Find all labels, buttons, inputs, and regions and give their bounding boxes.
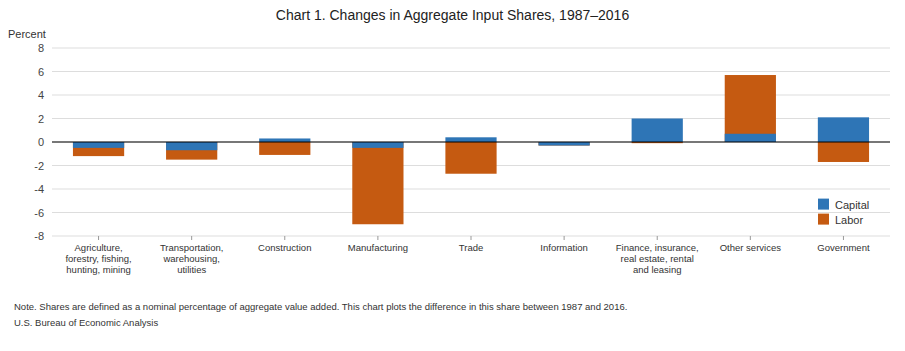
grid-line [52, 189, 890, 190]
legend: Capital Labor [818, 199, 869, 226]
grid-line [52, 212, 890, 213]
x-tick [564, 236, 565, 240]
y-tick-label: -4 [34, 183, 44, 195]
x-tick-label: Trade [459, 242, 483, 253]
bar [818, 142, 869, 162]
x-tick [471, 236, 472, 240]
legend-label: Labor [835, 214, 863, 226]
legend-label: Capital [835, 199, 869, 211]
x-tick-label: Manufacturing [348, 242, 408, 253]
x-tick [191, 236, 192, 240]
legend-swatch [818, 214, 829, 225]
y-tick-label: 8 [38, 42, 44, 54]
series [73, 117, 869, 150]
x-tick [657, 236, 658, 240]
y-tick-label: -2 [34, 160, 44, 172]
bar [73, 142, 124, 156]
y-label: Percent [8, 28, 46, 40]
y-tick-label: 0 [38, 136, 44, 148]
x-tick-label: Information [540, 242, 588, 253]
series [73, 75, 869, 224]
bar [166, 142, 217, 160]
x-tick [750, 236, 751, 240]
y-tick-label: 4 [38, 89, 44, 101]
bar [352, 142, 403, 224]
bar [352, 142, 403, 148]
annotation: U.S. Bureau of Economic Analysis [14, 317, 158, 328]
grid [52, 48, 890, 236]
title: Chart 1. Changes in Aggregate Input Shar… [276, 7, 630, 23]
zero-line [52, 141, 890, 142]
x-tick [377, 236, 378, 240]
bar [445, 137, 496, 142]
annotation: Note. Shares are defined as a nominal pe… [14, 301, 627, 312]
bar [725, 134, 776, 142]
bar [259, 142, 310, 155]
bar [445, 142, 496, 174]
bar [166, 142, 217, 150]
x-tick-label: Construction [258, 242, 311, 253]
y-tick-label: 6 [38, 66, 44, 78]
x-tick [98, 236, 99, 240]
bar [73, 142, 124, 148]
x-tick-label: Government [817, 242, 870, 253]
grid-line [52, 71, 890, 72]
x-tick [843, 236, 844, 240]
y-tick-label: -6 [34, 207, 44, 219]
y-tick-label: 2 [38, 113, 44, 125]
bars [73, 75, 869, 224]
bar [818, 117, 869, 142]
x-tick [284, 236, 285, 240]
grid-line [52, 142, 890, 143]
bar [725, 75, 776, 142]
x-tick-label: Agriculture,forestry, fishing,hunting, m… [65, 242, 131, 275]
grid-line [52, 48, 890, 49]
bar [632, 119, 683, 143]
y-tick-label: -8 [34, 230, 44, 242]
x-tick-label: Transportation,warehousing,utilities [160, 242, 224, 275]
x-tick-label: Finance, insurance,real estate, rentalan… [616, 242, 699, 275]
legend-swatch [818, 199, 829, 210]
x-tick-label: Other services [720, 242, 781, 253]
chart: Chart 1. Changes in Aggregate Input Shar… [0, 0, 905, 351]
